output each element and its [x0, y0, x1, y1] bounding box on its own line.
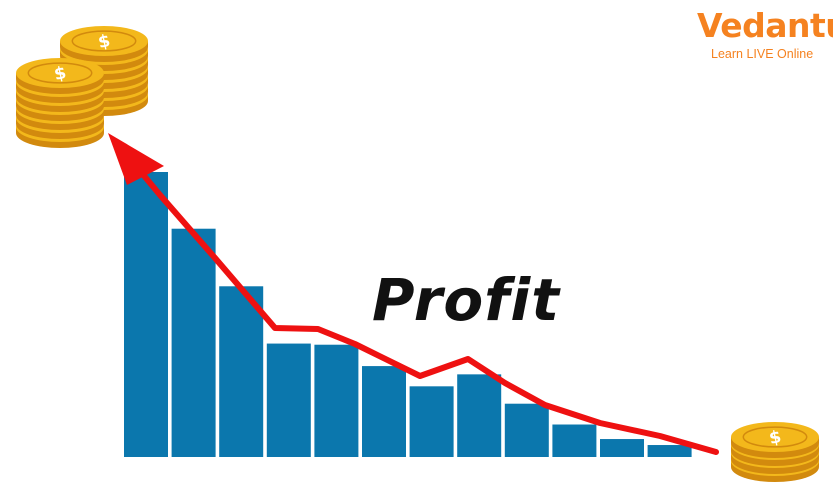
dollar-coin-icon: $	[16, 58, 104, 94]
bar	[266, 343, 311, 457]
bar	[504, 403, 549, 457]
bar	[171, 228, 216, 457]
bar	[647, 445, 692, 457]
trend-arrow	[108, 133, 719, 455]
bar-group	[124, 172, 692, 457]
logo-brand: Vedantu	[697, 6, 833, 45]
dollar-coin-icon: $	[731, 422, 819, 458]
bar	[409, 386, 454, 457]
bar	[124, 172, 168, 457]
coin-stack-bottom-right: $	[731, 422, 819, 482]
logo-tagline: Learn LIVE Online	[711, 47, 814, 61]
bar	[457, 374, 502, 457]
arrow-head	[108, 133, 164, 185]
svg-text:$: $	[96, 31, 112, 53]
bar	[362, 366, 406, 457]
bar	[600, 439, 644, 457]
vedantu-logo: Vedantu Learn LIVE Online	[697, 6, 833, 66]
bar	[552, 424, 597, 457]
dollar-coin-icon: $	[60, 26, 148, 62]
svg-text:$: $	[52, 63, 68, 85]
svg-text:$: $	[767, 427, 783, 449]
profit-label: Profit	[372, 266, 561, 334]
bar	[219, 286, 264, 457]
bar	[314, 344, 359, 457]
coin-stack-top-left: $$	[16, 26, 148, 148]
trend-line	[128, 157, 719, 455]
